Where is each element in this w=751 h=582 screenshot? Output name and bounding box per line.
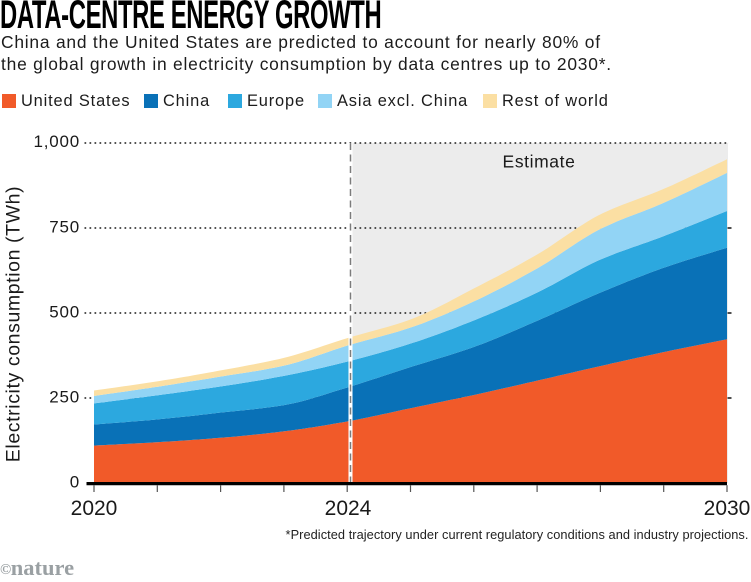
svg-text:2030: 2030 [704, 497, 751, 520]
svg-text:750: 750 [49, 218, 80, 237]
svg-text:2024: 2024 [325, 497, 372, 520]
svg-text:500: 500 [49, 303, 80, 322]
svg-text:Estimate: Estimate [503, 152, 576, 172]
svg-text:1,000: 1,000 [33, 132, 80, 151]
svg-text:250: 250 [49, 388, 80, 407]
svg-text:2020: 2020 [71, 497, 118, 520]
svg-text:0: 0 [70, 473, 80, 492]
svg-text:Electricity consumption (TWh): Electricity consumption (TWh) [3, 186, 25, 462]
